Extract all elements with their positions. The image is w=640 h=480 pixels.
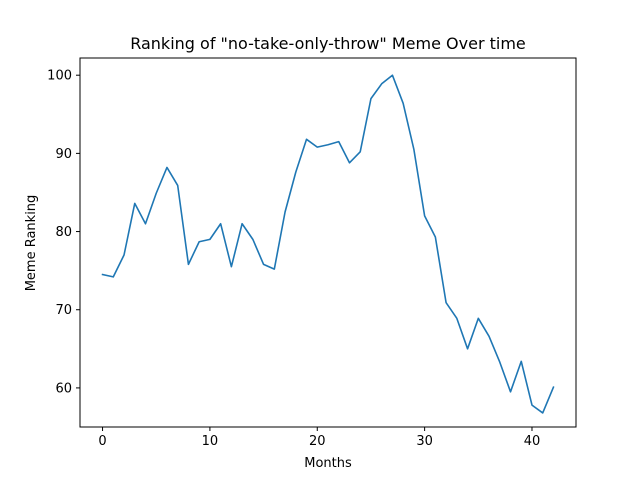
y-tick-label: 60	[55, 381, 72, 396]
series-line	[101, 74, 555, 414]
x-tick-label: 40	[524, 434, 541, 449]
x-tick-label: 30	[416, 434, 433, 449]
y-tick-label: 80	[55, 225, 72, 240]
x-tick-label: 0	[98, 434, 106, 449]
plot-area	[80, 58, 576, 427]
chart-title: Ranking of "no-take-only-throw" Meme Ove…	[130, 34, 526, 53]
plot-frame	[79, 57, 577, 428]
x-axis-label: Months	[304, 456, 352, 471]
y-tick-label: 100	[47, 69, 72, 84]
y-tick-label: 70	[55, 303, 72, 318]
x-tick-label: 20	[309, 434, 326, 449]
y-axis-label: Meme Ranking	[24, 195, 39, 292]
x-axis-ticks: 0 10 20 30 40	[98, 427, 540, 449]
x-tick-label: 10	[202, 434, 219, 449]
y-axis-ticks: 60 70 80 90 100	[47, 69, 80, 396]
y-tick-label: 90	[55, 147, 72, 162]
series-layer	[101, 74, 555, 414]
